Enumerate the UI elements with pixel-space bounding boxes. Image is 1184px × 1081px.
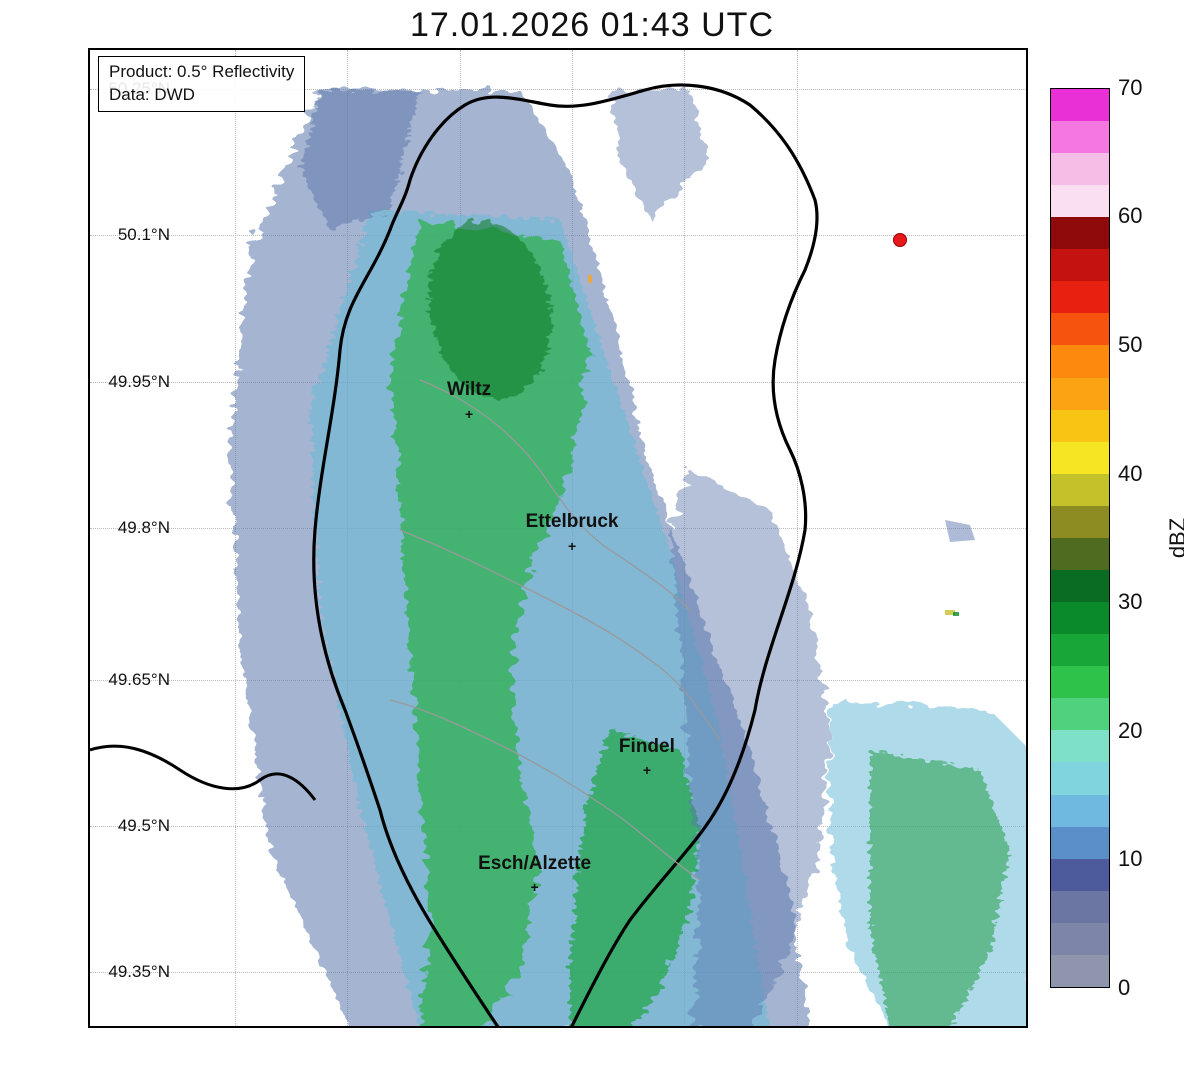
cb-tick-20: 20	[1118, 718, 1142, 744]
info-box: Product: 0.5° Reflectivity Data: DWD	[98, 56, 305, 112]
city-marker-ettelbruck: +	[568, 538, 576, 554]
info-box-line2: Data: DWD	[109, 84, 294, 107]
city-marker-eschalzette: +	[531, 879, 539, 895]
cb-tick-10: 10	[1118, 846, 1142, 872]
city-marker-findel: +	[643, 762, 651, 778]
city-marker-wiltz: +	[465, 406, 473, 422]
cb-tick-40: 40	[1118, 461, 1142, 487]
city-label-eschalzette: Esch/Alzette	[478, 853, 591, 875]
map-panel[interactable]: Product: 0.5° Reflectivity Data: DWD Wil…	[88, 48, 1028, 1028]
radar-reflectivity-layer	[90, 50, 1028, 1028]
city-label-ettelbruck: Ettelbruck	[526, 511, 619, 533]
city-label-findel: Findel	[619, 736, 675, 758]
colorbar-container[interactable]: 0 10 20 30 40 50 60 70 dBZ	[1050, 88, 1110, 988]
colorbar-gradient	[1050, 88, 1110, 988]
cb-tick-70: 70	[1118, 75, 1142, 101]
cb-tick-30: 30	[1118, 589, 1142, 615]
cb-tick-0: 0	[1118, 975, 1130, 1001]
colorbar-axis-label: dBZ	[1165, 518, 1184, 558]
page-title: 17.01.2026 01:43 UTC	[0, 6, 1184, 45]
red-location-marker[interactable]	[893, 233, 907, 247]
cb-tick-60: 60	[1118, 203, 1142, 229]
cb-tick-50: 50	[1118, 332, 1142, 358]
info-box-line1: Product: 0.5° Reflectivity	[109, 61, 294, 84]
city-label-wiltz: Wiltz	[447, 379, 491, 401]
